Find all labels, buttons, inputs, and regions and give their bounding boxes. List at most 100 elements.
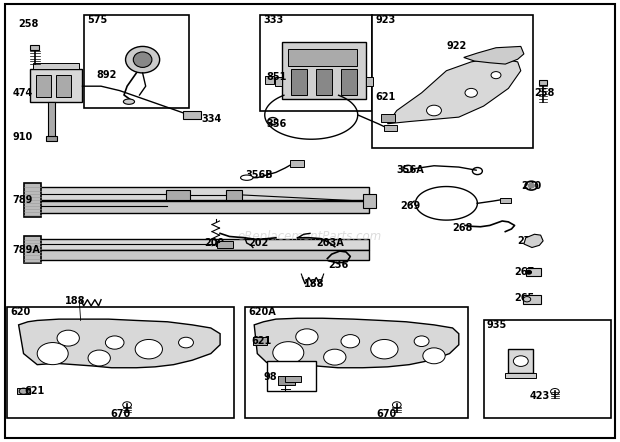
Bar	[37, 187, 369, 200]
Circle shape	[528, 183, 534, 188]
Bar	[183, 111, 202, 119]
Text: 236: 236	[329, 260, 349, 270]
Bar	[526, 268, 541, 276]
Text: 271: 271	[518, 236, 538, 246]
Text: 789: 789	[12, 195, 33, 205]
Text: 851: 851	[267, 72, 287, 82]
Text: 209: 209	[205, 238, 225, 248]
Text: 268: 268	[453, 223, 473, 232]
Bar	[33, 63, 79, 69]
Text: 575: 575	[87, 15, 107, 25]
Text: 922: 922	[446, 42, 467, 51]
Bar	[253, 337, 267, 345]
Polygon shape	[524, 234, 543, 248]
Circle shape	[296, 329, 318, 345]
Bar	[48, 102, 55, 139]
Ellipse shape	[123, 99, 135, 104]
Circle shape	[37, 343, 68, 365]
Circle shape	[491, 72, 501, 79]
Text: 923: 923	[375, 15, 396, 25]
Circle shape	[465, 88, 477, 97]
Bar	[341, 69, 356, 95]
Circle shape	[273, 342, 304, 364]
Bar	[37, 239, 369, 250]
Bar	[17, 388, 30, 394]
Text: 270: 270	[521, 181, 541, 191]
Text: 267: 267	[515, 267, 535, 277]
Bar	[46, 136, 57, 141]
Bar	[500, 198, 511, 203]
Bar	[56, 75, 71, 97]
Text: eReplacementParts.com: eReplacementParts.com	[238, 230, 382, 243]
Text: 356A: 356A	[397, 165, 425, 175]
Circle shape	[526, 271, 531, 274]
Bar	[24, 183, 41, 217]
Bar	[30, 69, 82, 102]
Text: 265: 265	[515, 293, 535, 303]
Text: 789A: 789A	[12, 245, 40, 255]
Text: 670: 670	[110, 409, 131, 419]
Bar	[166, 190, 190, 200]
Circle shape	[88, 350, 110, 366]
Text: 202: 202	[248, 238, 268, 248]
Text: 269: 269	[400, 201, 420, 210]
Bar	[288, 49, 356, 66]
Bar	[265, 76, 274, 84]
Text: 98: 98	[264, 372, 277, 381]
Bar	[275, 77, 282, 86]
Circle shape	[423, 348, 445, 364]
Circle shape	[513, 356, 528, 366]
Bar	[508, 349, 533, 373]
Text: 356B: 356B	[245, 170, 273, 179]
Text: 356: 356	[267, 119, 287, 129]
Ellipse shape	[125, 46, 160, 73]
Bar	[316, 69, 332, 95]
Bar	[285, 376, 301, 382]
Bar	[7, 307, 234, 418]
Circle shape	[341, 335, 360, 348]
Text: 621: 621	[375, 92, 396, 102]
Text: 333: 333	[264, 15, 284, 25]
Text: 621: 621	[251, 336, 272, 346]
Bar	[523, 295, 541, 304]
Bar	[539, 80, 547, 85]
Text: 620: 620	[11, 307, 31, 316]
Text: 935: 935	[487, 320, 507, 330]
Bar	[278, 376, 295, 385]
Text: 620A: 620A	[248, 307, 276, 316]
Text: 188: 188	[304, 279, 324, 289]
Ellipse shape	[241, 175, 253, 180]
Circle shape	[57, 330, 79, 346]
Bar	[30, 45, 39, 50]
Text: 258: 258	[534, 88, 555, 98]
Bar	[372, 15, 533, 148]
Bar	[24, 236, 41, 263]
Bar	[37, 201, 369, 213]
Bar	[366, 77, 373, 86]
Text: 334: 334	[202, 114, 222, 124]
Text: 621: 621	[25, 386, 45, 396]
Ellipse shape	[133, 52, 152, 67]
Text: 258: 258	[19, 19, 39, 29]
Bar	[267, 361, 316, 391]
Polygon shape	[19, 319, 220, 368]
Bar	[291, 69, 307, 95]
Text: 892: 892	[96, 70, 117, 80]
Bar	[84, 15, 189, 108]
Bar	[217, 241, 232, 248]
Bar	[226, 190, 242, 200]
Bar	[505, 373, 536, 378]
Circle shape	[371, 339, 398, 359]
Text: 910: 910	[12, 132, 33, 142]
Circle shape	[179, 337, 193, 348]
Bar	[37, 250, 369, 260]
Polygon shape	[388, 57, 521, 124]
Circle shape	[427, 105, 441, 116]
Circle shape	[105, 336, 124, 349]
Circle shape	[135, 339, 162, 359]
Polygon shape	[254, 318, 459, 368]
Bar	[363, 194, 376, 208]
Bar	[381, 114, 395, 122]
Text: 203A: 203A	[316, 238, 344, 248]
Bar	[36, 75, 51, 97]
